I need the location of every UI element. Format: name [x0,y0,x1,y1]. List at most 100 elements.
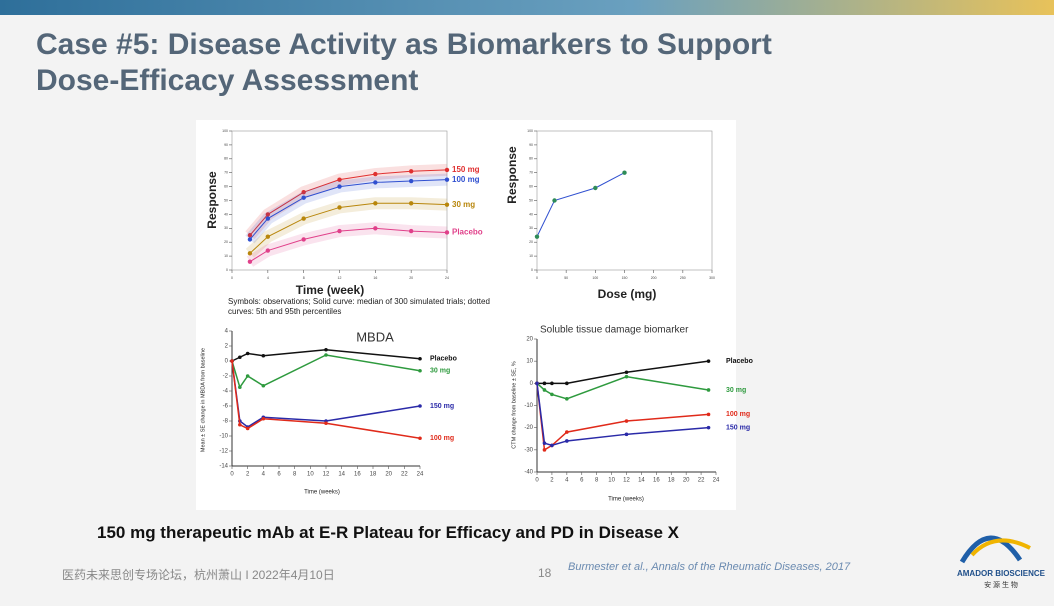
x-tick-label: 200 [651,276,657,280]
x-axis-label: Dose (mg) [598,287,657,301]
x-axis-label: Time (weeks) [608,497,644,503]
y-tick-label: -20 [524,425,533,431]
y-tick-label: -12 [219,449,228,455]
data-point [337,177,342,182]
data-point [565,430,569,434]
logo-arc [959,535,1023,564]
data-point [408,201,414,206]
series-line [231,354,421,389]
y-tick-label: 20 [526,337,533,343]
data-point [324,353,328,357]
y-tick-label: 40 [224,212,228,216]
x-tick-label: 12 [623,478,630,484]
data-point [593,185,598,191]
series-line [231,360,421,439]
data-point [550,381,554,386]
y-tick-label: -30 [524,447,533,453]
x-tick-label: 6 [580,478,584,484]
y-tick-label: 0 [531,268,533,272]
data-point [337,228,342,234]
x-tick-label: 10 [307,472,314,478]
y-tick-label: 30 [224,226,228,230]
data-point [245,426,250,431]
y-tick-label: 90 [529,143,533,147]
data-point [408,178,414,184]
data-point [265,248,271,253]
x-tick-label: 0 [230,472,234,478]
x-tick-label: 24 [713,478,720,484]
data-point [238,422,242,427]
data-point [245,351,250,356]
y-tick-label: 30 [529,226,533,230]
data-point [624,370,629,375]
data-point [535,381,539,386]
data-point [373,171,378,177]
data-point [337,205,342,210]
x-tick-label: 16 [653,478,660,484]
y-tick-label: 90 [224,143,228,147]
y-tick-label: 10 [224,254,228,258]
data-point [418,436,422,441]
x-tick-label: 250 [680,276,686,280]
figure-bg [196,120,736,510]
data-point [706,359,711,363]
y-tick-label: 10 [526,359,533,365]
x-tick-label: 8 [303,276,305,280]
page-number: 18 [538,566,552,580]
data-point [265,234,271,239]
series-label: 30 mg [726,387,746,394]
y-tick-label: 50 [224,198,228,202]
y-tick-label: -4 [223,389,229,395]
x-tick-label: 8 [595,478,599,484]
data-point [542,388,547,392]
logo-arc [970,538,1031,557]
data-point [261,416,266,421]
data-point [418,368,422,373]
series-label: 30 mg [452,200,475,209]
x-tick-label: 20 [683,478,690,484]
series-label: 100 mg [430,435,454,442]
x-tick-label: 22 [698,478,705,484]
data-point [444,202,450,207]
y-tick-label: 20 [529,240,533,244]
x-tick-label: 22 [401,472,408,478]
data-point [337,184,342,189]
x-tick-label: 300 [709,276,715,280]
data-point [301,195,306,200]
chart-title: MBDA [356,329,394,344]
data-point [247,251,253,256]
data-point [565,439,569,443]
data-point [624,419,629,423]
series-label: Placebo [726,358,753,365]
data-point [624,374,629,379]
y-axis-label: Mean ± SE change in MBDA from baseline [200,348,206,452]
x-tick-label: 4 [565,478,569,484]
series-label: 150 mg [430,403,454,410]
x-tick-label: 4 [267,276,269,280]
series-line [536,383,709,447]
data-point [444,177,450,182]
data-point [301,189,306,195]
data-point [238,355,242,360]
data-point [230,359,234,363]
footer: 医药未来思创专场论坛，杭州萧山 I 2022年4月10日 [62,568,335,582]
y-axis-label: Response [505,146,519,204]
x-tick-label: 0 [536,276,538,280]
data-point [245,374,250,378]
data-point [550,392,554,397]
chart-title: Soluble tissue damage biomarker [540,325,689,336]
data-point [624,432,629,437]
y-tick-label: 2 [225,344,229,350]
y-tick-label: -14 [219,464,228,470]
x-tick-label: 20 [385,472,392,478]
data-point [408,169,414,174]
y-tick-label: -8 [223,419,229,425]
y-tick-label: -10 [219,434,228,440]
x-tick-label: 0 [535,478,539,484]
y-tick-label: 0 [530,381,534,387]
logo-cn: 安 源 生 物 [984,580,1018,589]
data-point [301,216,306,221]
logo-text: AMADOR BIOSCIENCE [957,569,1046,578]
y-tick-label: 40 [529,212,533,216]
series-label: Placebo [452,228,483,237]
